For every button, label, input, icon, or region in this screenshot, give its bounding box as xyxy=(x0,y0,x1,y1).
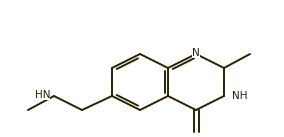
Text: N: N xyxy=(192,48,200,58)
Text: HN: HN xyxy=(34,90,50,100)
Text: NH: NH xyxy=(232,91,247,101)
